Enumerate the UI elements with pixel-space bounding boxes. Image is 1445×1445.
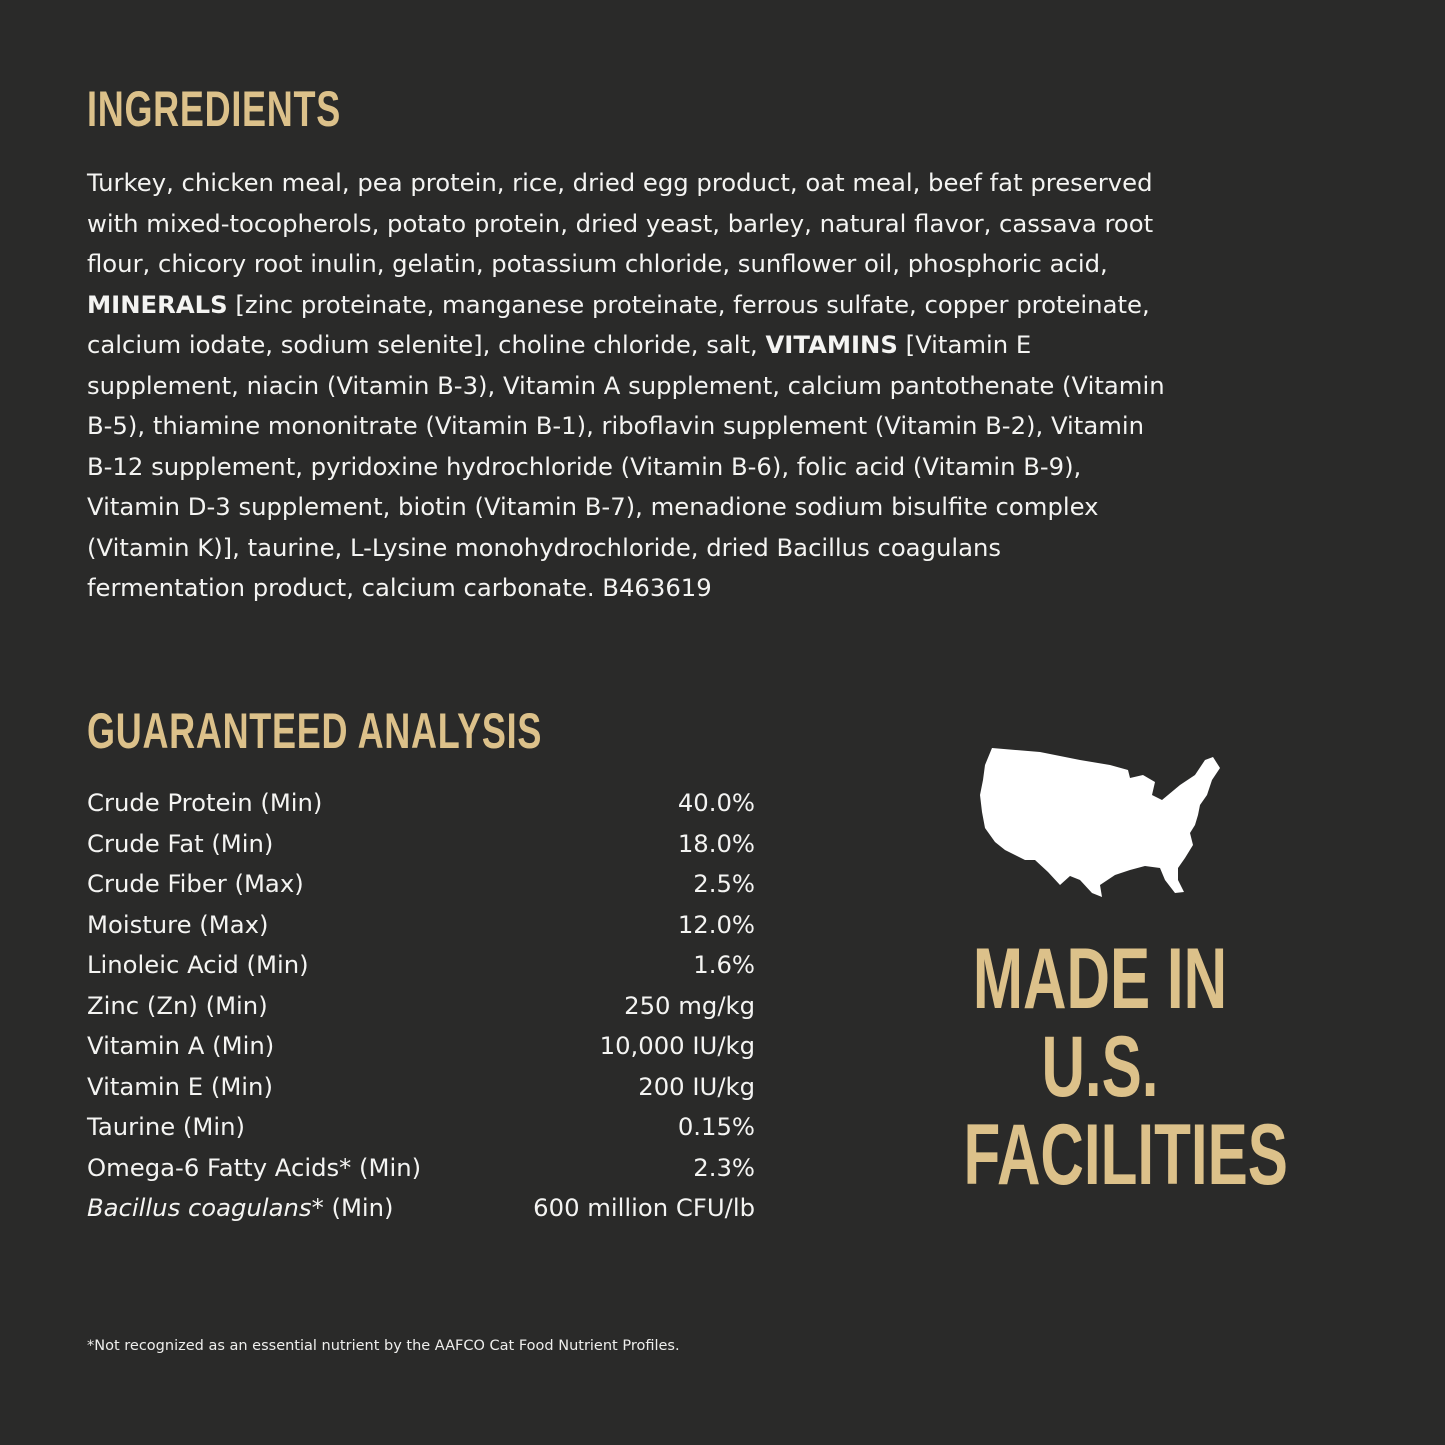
guaranteed-analysis-title: GUARANTEED ANALYSIS (87, 703, 543, 759)
nutrient-value: 600 million CFU/lb (533, 1193, 755, 1222)
nutrient-label: Omega-6 Fatty Acids* (Min) (87, 1148, 421, 1189)
ingredient-text: (Vitamin K)], taurine, L-Lysine monohydr… (87, 532, 1002, 562)
nutrient-value: 40.0% (677, 788, 755, 817)
footnote: *Not recognized as an essential nutrient… (87, 1338, 680, 1354)
nutrient-label: Crude Fat (Min) (87, 824, 273, 865)
nutrient-label-text: Moisture (Max) (87, 909, 269, 939)
nutrient-label: Crude Fiber (Max) (87, 864, 304, 905)
ingredient-text: calcium iodate, sodium selenite], cholin… (87, 330, 766, 359)
nutrient-value: 12.0% (677, 909, 755, 939)
nutrient-value: 18.0% (677, 828, 755, 858)
guaranteed-analysis-table: Crude Protein (Min) 40.0% Crude Fat (Min) 1… (87, 783, 755, 1229)
ingredients-line: MINERALS [zinc proteinate, manganese pro… (87, 285, 1165, 326)
nutrient-value: 2.5% (693, 869, 755, 898)
ingredients-line: calcium iodate, sodium selenite], cholin… (87, 325, 1165, 366)
analysis-row: Omega-6 Fatty Acids* (Min) 2.3% (87, 1148, 755, 1189)
nutrient-label-text: Linoleic Acid (Min) (87, 950, 309, 979)
nutrient-value: 2.3% (693, 1152, 755, 1182)
ingredients-list: Turkey, chicken meal, pea protein, rice,… (87, 163, 1165, 609)
ingredients-line: supplement, niacin (Vitamin B-3), Vitami… (87, 366, 1165, 407)
analysis-row: Linoleic Acid (Min) 1.6% (87, 945, 755, 986)
nutrient-label: Vitamin E (Min) (87, 1067, 273, 1108)
ingredients-line: Vitamin D-3 supplement, biotin (Vitamin … (87, 487, 1165, 528)
nutrient-label-italic: Bacillus coagulans (87, 1193, 312, 1222)
ingredient-text: fermentation product, calcium carbonate.… (87, 573, 712, 602)
ingredients-line: B-5), thiamine mononitrate (Vitamin B-1)… (87, 406, 1165, 447)
nutrient-label: Linoleic Acid (Min) (87, 945, 309, 986)
nutrient-value: 0.15% (677, 1112, 755, 1141)
ingredients-line: B-12 supplement, pyridoxine hydrochlorid… (87, 447, 1165, 488)
nutrient-value: 10,000 IU/kg (599, 1031, 755, 1060)
nutrient-label-text: Vitamin E (Min) (87, 1071, 273, 1101)
nutrient-label: Moisture (Max) (87, 905, 268, 946)
badge-line: U.S. (1041, 1019, 1159, 1115)
nutrient-label-text: Crude Fiber (Max) (87, 869, 304, 898)
ingredient-text: [zinc proteinate, manganese proteinate, … (227, 289, 1150, 319)
nutrient-label-text: Vitamin A (Min) (87, 1031, 275, 1060)
ingredient-text: B-5), thiamine mononitrate (Vitamin B-1)… (87, 411, 1145, 440)
analysis-row: Zinc (Zn) (Min) 250 mg/kg (87, 986, 755, 1027)
nutrient-label: Crude Protein (Min) (87, 783, 322, 824)
analysis-row: Vitamin A (Min) 10,000 IU/kg (87, 1026, 755, 1067)
ingredient-category-label: MINERALS (87, 289, 228, 319)
analysis-row: Taurine (Min) 0.15% (87, 1107, 755, 1148)
nutrient-label: Bacillus coagulans* (Min) (87, 1188, 394, 1229)
nutrient-label: Zinc (Zn) (Min) (87, 986, 268, 1027)
nutrient-value: 1.6% (693, 950, 755, 979)
ingredients-line: (Vitamin K)], taurine, L-Lysine monohydr… (87, 528, 1165, 569)
ingredients-line: with mixed-tocopherols, potato protein, … (87, 204, 1165, 245)
ingredient-text: flour, chicory root inulin, gelatin, pot… (87, 249, 1108, 278)
badge-line: MADE IN (972, 931, 1228, 1027)
nutrient-label-text: Omega-6 Fatty Acids* (Min) (87, 1152, 422, 1182)
analysis-row: Moisture (Max) 12.0% (87, 905, 755, 946)
analysis-row: Crude Fat (Min) 18.0% (87, 824, 755, 865)
nutrient-label-text: Taurine (Min) (87, 1112, 245, 1141)
nutrient-label-text: Crude Protein (Min) (87, 788, 323, 817)
ingredient-text: Vitamin D-3 supplement, biotin (Vitamin … (87, 492, 1099, 521)
ingredient-text: B-12 supplement, pyridoxine hydrochlorid… (87, 451, 1082, 481)
nutrient-label: Taurine (Min) (87, 1107, 245, 1148)
made-in-usa-badge: MADE IN U.S. FACILITIES (905, 935, 1295, 1199)
nutrient-value: 200 IU/kg (638, 1071, 755, 1101)
ingredients-line: fermentation product, calcium carbonate.… (87, 568, 1165, 609)
ingredient-category-label: VITAMINS (765, 330, 898, 359)
analysis-row: Crude Fiber (Max) 2.5% (87, 864, 755, 905)
badge-line: FACILITIES (963, 1107, 1288, 1203)
analysis-row: Bacillus coagulans* (Min) 600 million CFU… (87, 1188, 755, 1229)
nutrient-label-text: Crude Fat (Min) (87, 828, 274, 858)
analysis-row: Vitamin E (Min) 200 IU/kg (87, 1067, 755, 1108)
nutrient-label: Vitamin A (Min) (87, 1026, 274, 1067)
ingredient-text: Turkey, chicken meal, pea protein, rice,… (87, 168, 1153, 197)
ingredients-line: flour, chicory root inulin, gelatin, pot… (87, 244, 1165, 285)
nutrient-label-text: Zinc (Zn) (Min) (87, 990, 268, 1020)
ingredient-text: with mixed-tocopherols, potato protein, … (87, 208, 1154, 238)
nutrient-value: 250 mg/kg (624, 990, 755, 1020)
analysis-row: Crude Protein (Min) 40.0% (87, 783, 755, 824)
ingredients-title: INGREDIENTS (87, 81, 341, 137)
nutrient-label-text: * (Min) (311, 1193, 394, 1222)
ingredients-line: Turkey, chicken meal, pea protein, rice,… (87, 163, 1165, 204)
ingredient-text: supplement, niacin (Vitamin B-3), Vitami… (87, 370, 1165, 400)
ingredient-text: [Vitamin E (897, 330, 1032, 359)
